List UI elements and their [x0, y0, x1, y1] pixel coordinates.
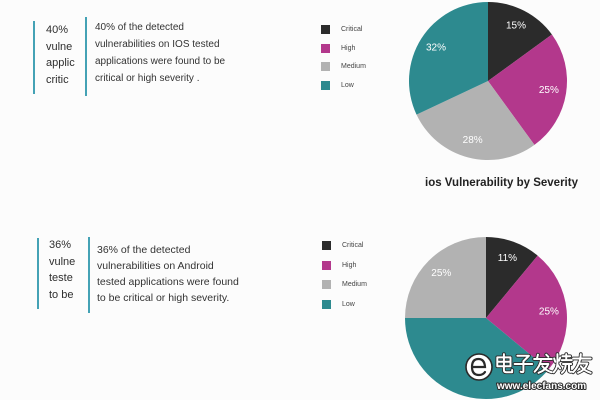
callout-line: applications were found to be — [95, 55, 226, 67]
pie-slice-medium — [405, 237, 486, 318]
callout-line: vulnerabilities on Android — [97, 260, 214, 272]
callout-line: critical or high severity . — [95, 72, 200, 84]
clipped-callout-line: 40% — [46, 24, 69, 36]
pie-slice-critical — [486, 237, 538, 318]
legend-swatch-critical — [322, 241, 331, 250]
clipped-callout-line: vulne — [49, 255, 76, 268]
legend-item-high: High — [321, 43, 366, 53]
pie-label-medium: 28% — [463, 135, 483, 146]
pie-chart-ios: 15% 25% 28% 32% — [408, 2, 568, 161]
callout-android: 36% of the detected vulnerabilities on A… — [97, 242, 239, 306]
chart-title: ios Vulnerability by Severity — [425, 177, 578, 189]
legend-label-low: Low — [341, 82, 354, 90]
legend-ios: Critical High Medium Low — [321, 25, 366, 100]
legend-swatch-medium — [321, 62, 330, 72]
pie-label-medium: 25% — [431, 268, 451, 279]
legend-label-critical: Critical — [341, 26, 363, 33]
callout-line: vulnerabilities on IOS tested — [95, 38, 220, 50]
pie-label-critical: 15% — [506, 21, 526, 32]
watermark-elecfans: www.elecfans.com — [465, 352, 593, 393]
clipped-callout-accent-bar — [37, 238, 39, 309]
clipped-callout-line: to be — [49, 288, 74, 301]
pie-label-low: 32% — [426, 42, 446, 53]
callout-line: tested applications were found — [97, 276, 239, 288]
clipped-callout-android: 36% vulne teste to be — [49, 237, 75, 303]
pie-label-high: 25% — [539, 307, 559, 318]
pie-slice-low — [408, 2, 488, 115]
legend-item-low: Low — [321, 81, 366, 91]
legend-label-medium: Medium — [341, 63, 366, 71]
callout-accent-bar — [85, 17, 87, 96]
watermark-brand-lettering — [495, 352, 593, 375]
pie-label-critical: 11% — [498, 253, 517, 264]
clipped-callout-accent-bar — [33, 21, 35, 94]
legend-swatch-medium — [322, 280, 331, 289]
legend-label-low: Low — [342, 300, 355, 308]
watermark-url: www.elecfans.com — [496, 381, 586, 392]
legend-swatch-high — [321, 43, 330, 53]
pie-label-high: 25% — [539, 85, 559, 96]
callout-accent-bar — [88, 237, 90, 313]
legend-label-high: High — [342, 261, 357, 269]
legend-android: Critical High Medium Low — [322, 241, 367, 319]
pie-slice-critical — [488, 2, 552, 81]
callout-line: 40% of the detected — [95, 21, 184, 33]
legend-item-critical: Critical — [322, 241, 367, 250]
legend-label-critical: Critical — [342, 242, 364, 249]
legend-label-medium: Medium — [342, 281, 367, 288]
clipped-callout-line: applic — [46, 57, 75, 69]
pie-slice-medium — [416, 81, 535, 161]
legend-swatch-high — [322, 260, 331, 270]
clipped-callout-line: teste — [49, 272, 73, 284]
clipped-callout-line: critic — [46, 73, 69, 86]
callout-line: to be critical or high severity. — [97, 292, 230, 304]
pie-chart-android: 11% 25% 25% — [405, 237, 567, 399]
elecfans-logo-icon — [465, 353, 493, 381]
legend-item-medium: Medium — [322, 280, 367, 289]
callout-line: 36% of the detected — [97, 244, 191, 256]
callout-ios: 40% of the detected vulnerabilities on I… — [95, 19, 225, 87]
legend-item-medium: Medium — [321, 62, 366, 72]
legend-item-high: High — [322, 260, 367, 270]
legend-swatch-low — [322, 299, 331, 309]
pie-slice-high — [486, 255, 567, 370]
legend-label-high: High — [341, 44, 356, 52]
legend-item-low: Low — [322, 299, 367, 309]
legend-item-critical: Critical — [321, 25, 366, 34]
legend-swatch-low — [321, 81, 330, 91]
clipped-callout-line: vulne — [46, 40, 73, 53]
clipped-callout-ios: 40% vulne applic critic — [46, 22, 75, 88]
clipped-callout-line: 36% — [49, 239, 72, 251]
legend-swatch-critical — [321, 25, 330, 34]
pie-slice-high — [488, 34, 568, 145]
